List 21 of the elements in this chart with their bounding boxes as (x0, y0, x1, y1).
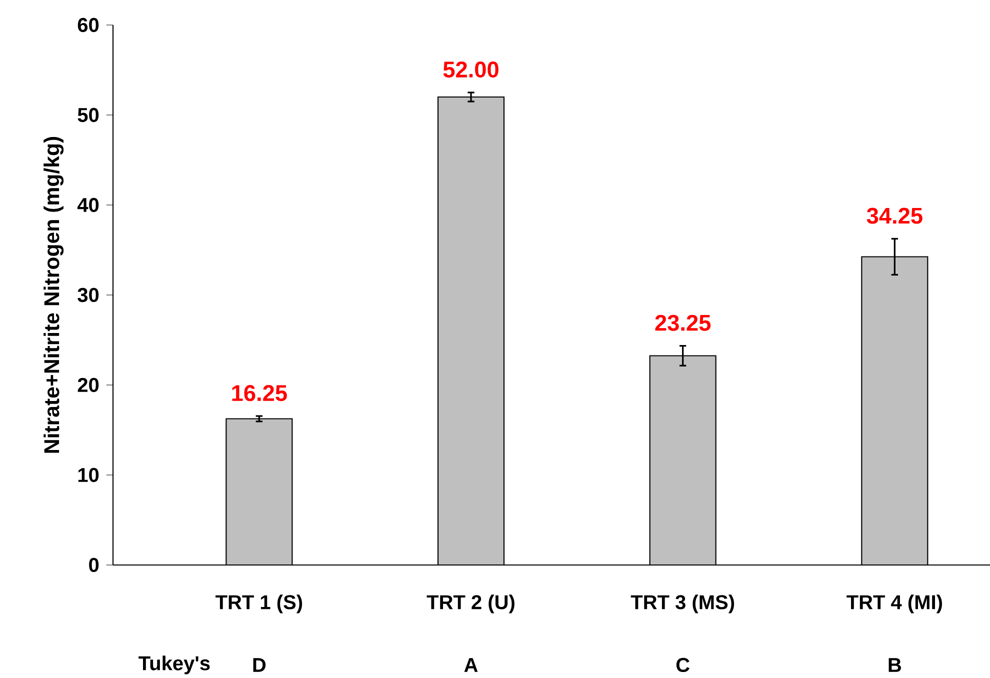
x-tick-label: TRT 4 (MI) (846, 594, 942, 614)
x-tick-label: TRT 1 (S) (216, 594, 302, 614)
x-tick-label: TRT 2 (U) (426, 594, 514, 614)
y-tick-label: 40 (77, 198, 99, 212)
text: D (253, 658, 266, 672)
y-tick-label: 60 (78, 18, 99, 32)
text: Tukey's (138, 656, 210, 674)
y-axis-title: Nitrate+Nitrite Nitrogen (mg/kg) (44, 136, 64, 453)
text: B (888, 658, 901, 672)
y-tick-label: 20 (78, 378, 99, 392)
y-tick-label: 10 (78, 468, 99, 482)
data-label: 52.00 (443, 62, 498, 78)
x-tick-label: TRT 3 (MS) (630, 594, 734, 614)
data-label: 23.25 (655, 314, 711, 331)
y-tick-label: 0 (89, 558, 99, 572)
y-tick-label: 50 (78, 108, 99, 122)
text: A (464, 658, 478, 672)
text: C (676, 658, 690, 672)
data-label: 34.25 (866, 208, 922, 224)
y-tick-label: 30 (78, 288, 99, 302)
data-label: 16.25 (232, 385, 287, 402)
